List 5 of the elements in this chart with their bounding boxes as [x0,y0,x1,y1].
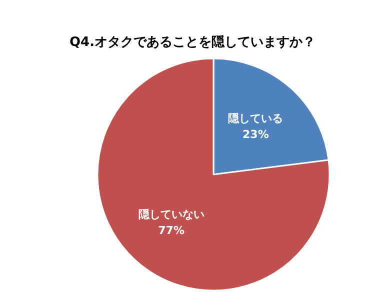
slice-label: 隠している [228,112,284,126]
slice-label: 隠していない [138,208,204,221]
data-label: 23% [242,128,269,142]
data-label: 77% [158,224,184,237]
chart-title: Q4.オタクであることを隠していますか？ [69,34,316,50]
